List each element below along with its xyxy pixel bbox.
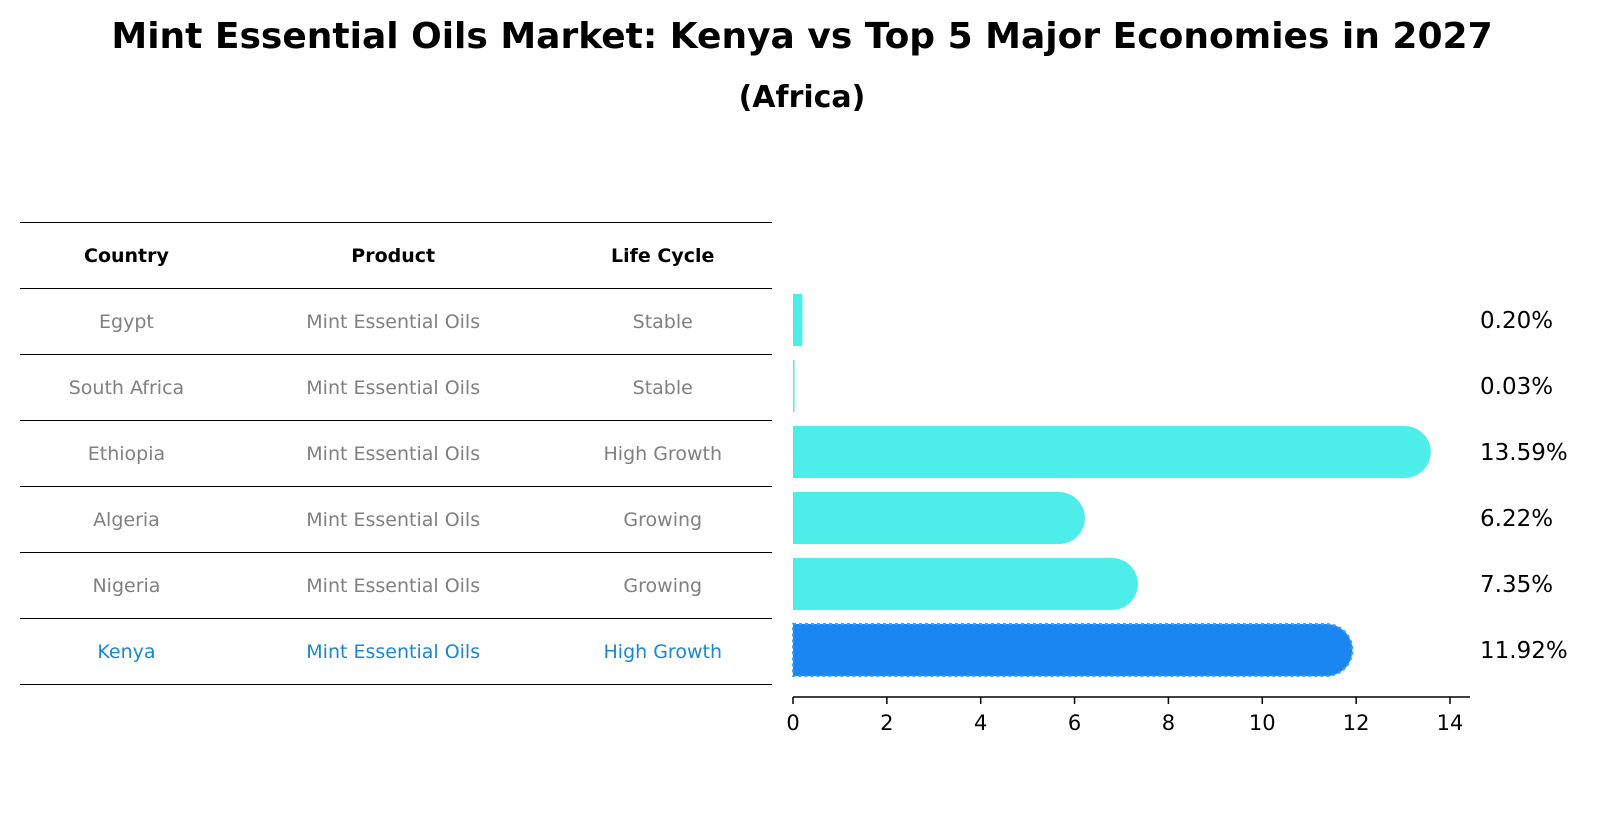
table-row: Ethiopia Mint Essential Oils High Growth	[20, 420, 772, 487]
bar-egypt	[793, 294, 803, 346]
cell-country: Kenya	[20, 618, 233, 685]
x-tick-label: 8	[1162, 711, 1175, 735]
market-table: Country Product Life Cycle Egypt Mint Es…	[20, 222, 772, 685]
x-tick-label: 0	[786, 711, 799, 735]
header-product: Product	[232, 222, 554, 289]
value-label-egypt: 0.20%	[1480, 308, 1553, 334]
x-tick-label: 10	[1249, 711, 1276, 735]
bar-ethiopia	[793, 426, 1431, 478]
cell-product: Mint Essential Oils	[232, 420, 554, 487]
table-row: Nigeria Mint Essential Oils Growing	[20, 552, 772, 619]
cell-country: South Africa	[20, 354, 233, 421]
table-row: Algeria Mint Essential Oils Growing	[20, 486, 772, 553]
x-tick-label: 2	[880, 711, 893, 735]
chart-title: Mint Essential Oils Market: Kenya vs Top…	[111, 16, 1493, 57]
cell-life-cycle: Stable	[553, 354, 772, 421]
chart-subtitle: (Africa)	[738, 80, 866, 115]
bar-algeria	[793, 492, 1085, 544]
cell-country: Ethiopia	[20, 420, 233, 487]
value-label-nigeria: 7.35%	[1480, 572, 1553, 598]
cell-life-cycle: High Growth	[553, 420, 772, 487]
x-tick-label: 6	[1068, 711, 1081, 735]
cell-country: Nigeria	[20, 552, 233, 619]
value-label-algeria: 6.22%	[1480, 506, 1553, 532]
cell-life-cycle: High Growth	[553, 618, 772, 685]
table-row-highlighted: Kenya Mint Essential Oils High Growth	[20, 618, 772, 685]
bar-nigeria	[793, 558, 1138, 610]
table-row: South Africa Mint Essential Oils Stable	[20, 354, 772, 421]
header-life-cycle: Life Cycle	[553, 222, 772, 289]
cell-life-cycle: Growing	[553, 552, 772, 619]
value-label-kenya: 11.92%	[1480, 638, 1568, 664]
cell-product: Mint Essential Oils	[232, 486, 554, 553]
cell-product: Mint Essential Oils	[232, 288, 554, 355]
cell-country: Egypt	[20, 288, 233, 355]
table-header-row: Country Product Life Cycle	[20, 222, 772, 289]
cell-life-cycle: Stable	[553, 288, 772, 355]
x-tick-label: 12	[1343, 711, 1370, 735]
x-tick-label: 4	[974, 711, 987, 735]
value-label-ethiopia: 13.59%	[1480, 440, 1568, 466]
table-row: Egypt Mint Essential Oils Stable	[20, 288, 772, 355]
cell-product: Mint Essential Oils	[232, 354, 554, 421]
x-tick-label: 14	[1437, 711, 1464, 735]
header-country: Country	[20, 222, 233, 289]
bar-kenya	[792, 623, 1354, 677]
cell-product: Mint Essential Oils	[232, 618, 554, 685]
bar-south-africa	[793, 360, 795, 412]
cell-life-cycle: Growing	[553, 486, 772, 553]
value-label-south-africa: 0.03%	[1480, 374, 1553, 400]
cell-country: Algeria	[20, 486, 233, 553]
